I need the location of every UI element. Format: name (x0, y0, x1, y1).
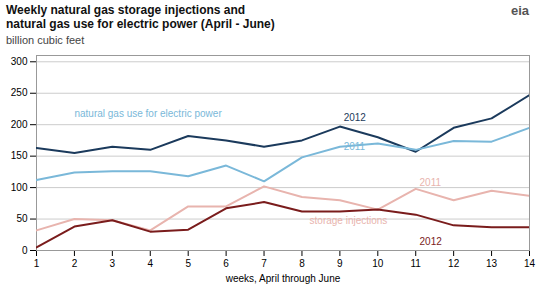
svg-text:50: 50 (16, 213, 28, 224)
svg-text:10: 10 (372, 258, 384, 269)
svg-text:2011: 2011 (344, 141, 366, 152)
html-text:Weekly natural gas storage inj: Weekly natural gas storage injections an… (6, 3, 246, 17)
svg-text:100: 100 (11, 182, 28, 193)
svg-text:natural gas use for electric p: natural gas use for electric power (74, 108, 222, 119)
svg-text:250: 250 (11, 87, 28, 98)
svg-text:storage injections: storage injections (310, 215, 388, 226)
svg-text:12: 12 (448, 258, 460, 269)
svg-text:14: 14 (524, 258, 536, 269)
svg-text:2011: 2011 (420, 177, 442, 188)
html-text:billion cubic feet: billion cubic feet (6, 34, 85, 46)
svg-text:2: 2 (72, 258, 78, 269)
svg-text:2012: 2012 (420, 236, 443, 247)
svg-text:11: 11 (411, 258, 422, 269)
svg-text:weeks, April through June: weeks, April through June (225, 273, 341, 284)
svg-text:6: 6 (223, 258, 229, 269)
svg-text:0: 0 (22, 245, 28, 256)
svg-text:5: 5 (185, 258, 191, 269)
svg-text:4: 4 (147, 258, 153, 269)
svg-text:8: 8 (299, 258, 305, 269)
svg-text:200: 200 (11, 119, 28, 130)
html-text:eia: eia (510, 3, 529, 18)
svg-text:9: 9 (337, 258, 343, 269)
html-text:natural gas use for electric p: natural gas use for electric power (Apri… (6, 17, 275, 31)
svg-text:3: 3 (110, 258, 116, 269)
svg-text:300: 300 (11, 56, 28, 67)
svg-text:7: 7 (261, 258, 267, 269)
svg-text:150: 150 (11, 150, 28, 161)
svg-text:13: 13 (486, 258, 498, 269)
svg-text:1: 1 (34, 258, 40, 269)
svg-text:2012: 2012 (344, 112, 367, 123)
